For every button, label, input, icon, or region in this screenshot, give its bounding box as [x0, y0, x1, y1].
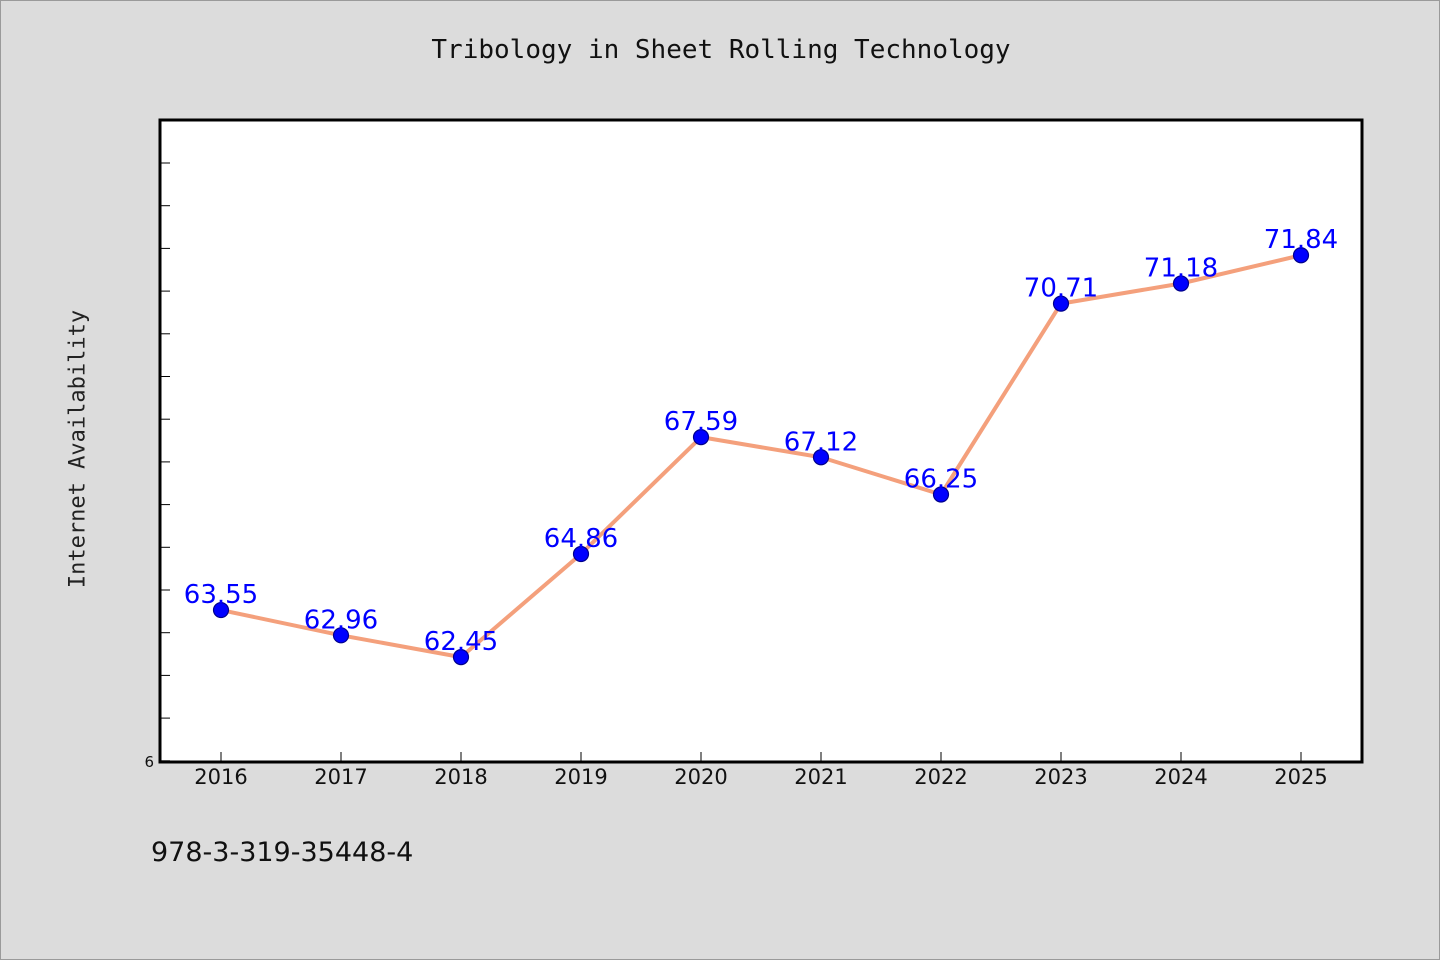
data-point [1172, 275, 1190, 292]
x-tick-label: 2021 [794, 765, 847, 789]
x-tick-label: 2020 [674, 765, 727, 789]
data-label: 64.86 [544, 524, 618, 554]
data-label: 71.18 [1144, 253, 1218, 283]
plot-area [158, 118, 1364, 764]
data-label: 62.96 [304, 605, 378, 635]
x-tick-label: 2024 [1154, 765, 1207, 789]
data-point [452, 649, 470, 666]
series-line [219, 253, 1303, 660]
x-tick-label: 2019 [554, 765, 607, 789]
data-point [932, 486, 950, 503]
y-tick-label: 6 [144, 753, 154, 771]
x-tick-label: 2017 [314, 765, 367, 789]
data-label: 70.71 [1024, 274, 1098, 304]
data-label: 63.55 [184, 580, 258, 610]
data-point [212, 601, 230, 619]
data-label: 71.84 [1264, 225, 1338, 255]
x-tick-label: 2025 [1274, 765, 1327, 789]
data-label: 67.59 [664, 407, 738, 437]
x-tick-label: 2016 [194, 765, 247, 789]
data-label: 67.12 [784, 427, 858, 457]
data-point [692, 429, 710, 446]
data-label: 62.45 [424, 627, 498, 657]
footer-isbn: 978-3-319-35448-4 [151, 837, 414, 868]
data-point [812, 449, 830, 466]
x-tick-label: 2018 [434, 765, 487, 789]
y-axis-ticks [160, 162, 170, 762]
data-point [1292, 247, 1310, 264]
data-label: 66.25 [904, 465, 978, 495]
x-tick-label: 2023 [1034, 765, 1087, 789]
data-point [332, 627, 350, 644]
data-point [1052, 295, 1070, 312]
x-tick-label: 2022 [914, 765, 967, 789]
data-point [572, 545, 590, 563]
chart-title: Tribology in Sheet Rolling Technology [431, 35, 1011, 65]
